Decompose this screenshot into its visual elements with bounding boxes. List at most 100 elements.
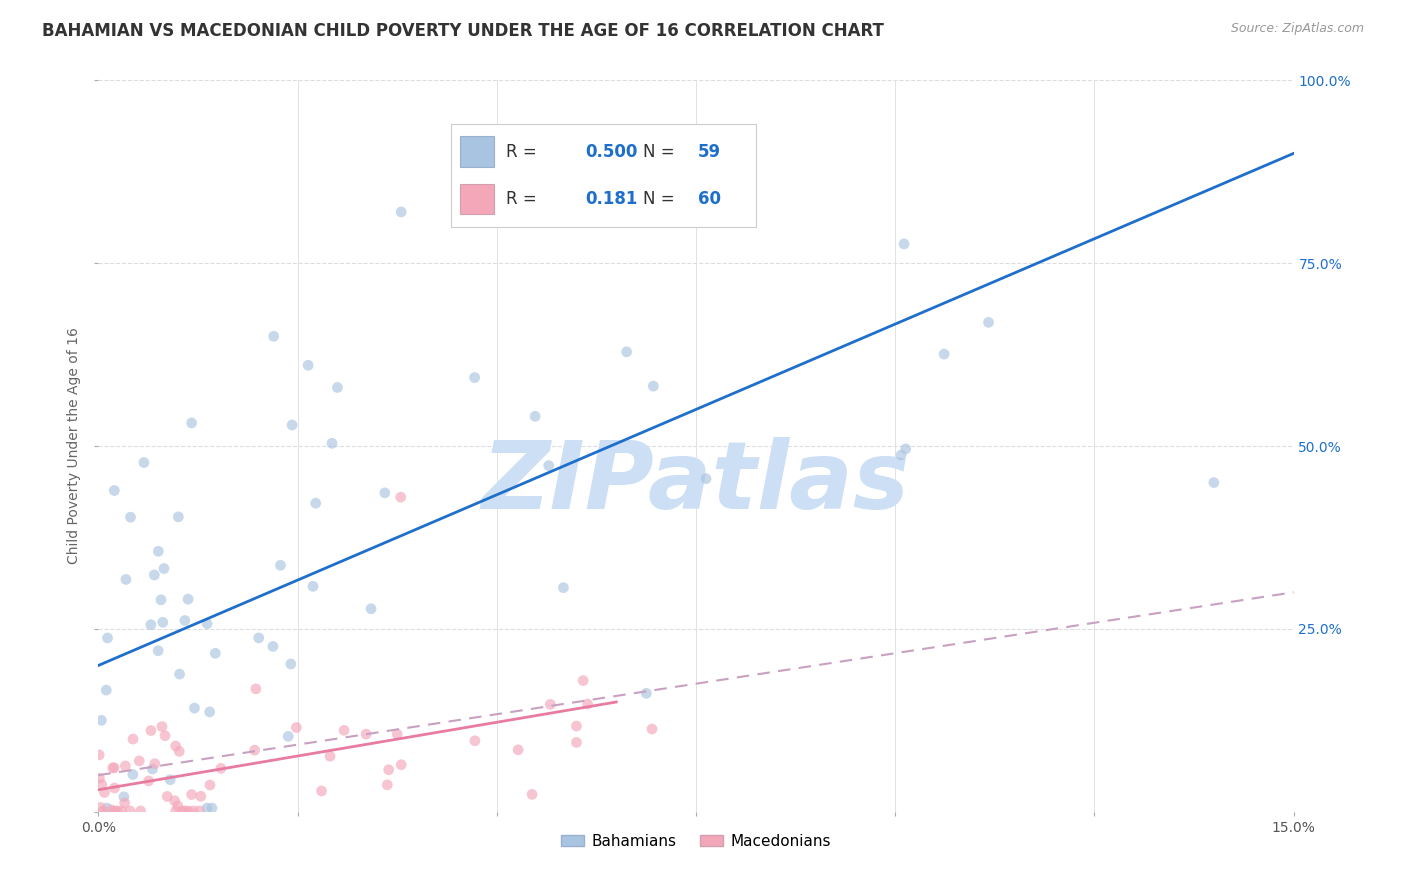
Y-axis label: Child Poverty Under the Age of 16: Child Poverty Under the Age of 16	[67, 327, 82, 565]
Point	[643, 379, 665, 393]
Point	[121, 767, 143, 781]
Point	[139, 723, 162, 738]
Point	[122, 732, 145, 747]
Point	[565, 719, 588, 733]
Point	[167, 509, 190, 524]
Point	[156, 789, 179, 804]
Point	[96, 801, 118, 815]
Point	[262, 640, 284, 654]
Point	[333, 723, 356, 738]
Point	[321, 436, 343, 450]
Point	[204, 646, 226, 660]
Point	[354, 727, 377, 741]
Point	[932, 347, 955, 361]
Point	[890, 448, 912, 462]
Point	[90, 778, 112, 792]
Point	[389, 757, 412, 772]
Point	[101, 761, 124, 775]
Point	[90, 714, 112, 728]
Point	[893, 236, 915, 251]
Point	[143, 756, 166, 771]
Point	[166, 799, 188, 814]
Text: BAHAMIAN VS MACEDONIAN CHILD POVERTY UNDER THE AGE OF 16 CORRELATION CHART: BAHAMIAN VS MACEDONIAN CHILD POVERTY UND…	[42, 22, 884, 40]
Point	[195, 801, 218, 815]
Point	[96, 683, 118, 698]
Point	[180, 416, 202, 430]
Point	[139, 617, 162, 632]
Point	[977, 315, 1000, 329]
Point	[177, 804, 200, 818]
Point	[198, 778, 221, 792]
Point	[508, 743, 530, 757]
Point	[103, 761, 125, 775]
Point	[538, 698, 561, 712]
Text: Source: ZipAtlas.com: Source: ZipAtlas.com	[1230, 22, 1364, 36]
Point	[103, 483, 125, 498]
Point	[576, 697, 599, 711]
Point	[183, 701, 205, 715]
Point	[105, 804, 128, 818]
Point	[159, 772, 181, 787]
Point	[190, 789, 212, 804]
Point	[375, 778, 398, 792]
Point	[120, 804, 142, 818]
Point	[153, 729, 176, 743]
Point	[112, 789, 135, 804]
Point	[537, 458, 560, 473]
Point	[181, 804, 204, 818]
Point	[115, 573, 138, 587]
Point	[894, 442, 917, 456]
Point	[285, 721, 308, 735]
Point	[167, 744, 190, 758]
Point	[150, 720, 173, 734]
Point	[100, 803, 122, 817]
Point	[565, 735, 588, 749]
Point	[385, 727, 408, 741]
Point	[572, 673, 595, 688]
Point	[280, 657, 302, 671]
Point	[195, 616, 218, 631]
Point	[103, 780, 125, 795]
Point	[263, 329, 285, 343]
Point	[305, 496, 328, 510]
Point	[143, 568, 166, 582]
Point	[110, 804, 132, 818]
Point	[269, 558, 291, 573]
Point	[243, 743, 266, 757]
Point	[616, 344, 638, 359]
Text: ZIPatlas: ZIPatlas	[482, 436, 910, 529]
Point	[114, 796, 136, 810]
Point	[524, 409, 547, 424]
Point	[374, 486, 396, 500]
Point	[636, 686, 658, 700]
Point	[129, 804, 152, 818]
Point	[141, 762, 163, 776]
Point	[103, 804, 125, 818]
Point	[209, 761, 232, 775]
Point	[172, 804, 194, 818]
Point	[201, 801, 224, 815]
Point	[198, 705, 221, 719]
Point	[520, 788, 543, 802]
Point	[377, 763, 399, 777]
Point	[91, 804, 114, 818]
Point	[132, 456, 155, 470]
Point	[165, 804, 187, 818]
Point	[1202, 475, 1225, 490]
Point	[153, 561, 176, 575]
Point	[169, 667, 191, 681]
Point	[128, 754, 150, 768]
Point	[177, 592, 200, 607]
Legend: Bahamians, Macedonians: Bahamians, Macedonians	[555, 828, 837, 855]
Point	[163, 794, 186, 808]
Point	[96, 631, 118, 645]
Point	[297, 358, 319, 372]
Point	[114, 759, 136, 773]
Point	[311, 784, 333, 798]
Point	[695, 472, 717, 486]
Point	[146, 644, 169, 658]
Point	[641, 722, 664, 736]
Point	[149, 592, 172, 607]
Point	[188, 804, 211, 818]
Point	[464, 370, 486, 384]
